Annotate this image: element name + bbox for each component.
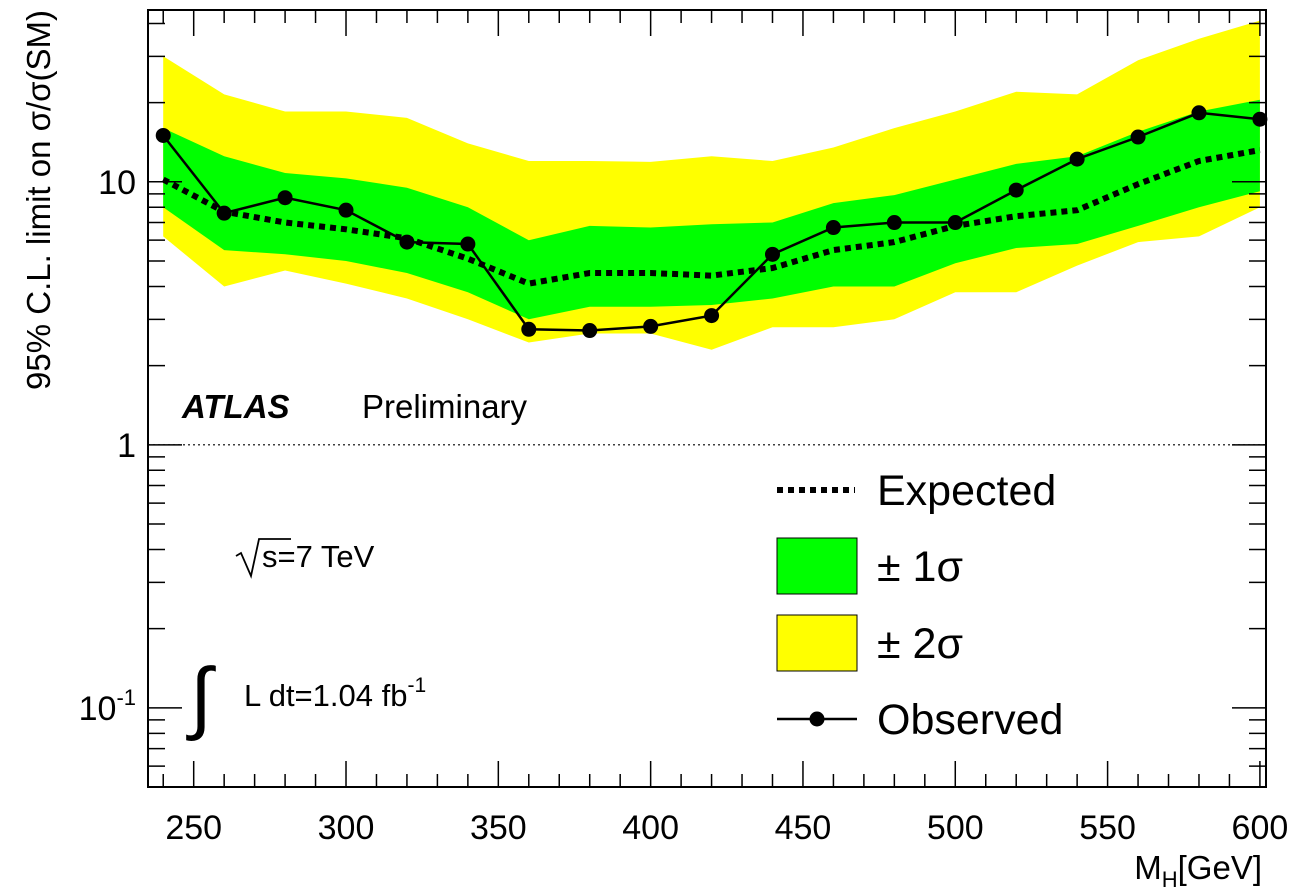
atlas-text: ATLAS bbox=[181, 388, 290, 425]
observed-point bbox=[155, 127, 171, 143]
observed-point bbox=[886, 215, 902, 231]
legend-swatch-band bbox=[776, 614, 858, 672]
observed-point bbox=[764, 246, 780, 262]
legend-label: Observed bbox=[877, 696, 1063, 744]
luminosity-exponent: -1 bbox=[407, 674, 426, 697]
y-axis-label: 95% C.L. limit on σ/σ(SM) bbox=[20, 10, 57, 390]
x-axis-label-subscript: H bbox=[1162, 867, 1178, 891]
observed-point bbox=[1008, 182, 1024, 198]
observed-point bbox=[643, 318, 659, 334]
energy-annotation: s=7 TeV bbox=[235, 538, 375, 579]
luminosity-annotation: ∫ L dt=1.04 fb-1 bbox=[185, 652, 426, 741]
y-tick-label-base: 1 bbox=[117, 427, 136, 465]
luminosity-main: L dt=1.04 fb bbox=[244, 678, 407, 713]
legend-entry-observed: Observed bbox=[777, 696, 1063, 744]
observed-point bbox=[338, 202, 354, 218]
legend-label: Expected bbox=[877, 467, 1056, 515]
band-one-sigma bbox=[163, 99, 1260, 320]
y-tick-label: 10 bbox=[98, 164, 136, 202]
preliminary-text: Preliminary bbox=[362, 388, 528, 425]
integral-icon: ∫ bbox=[185, 652, 216, 741]
sqrt-icon bbox=[235, 538, 291, 579]
bands-layer bbox=[163, 20, 1260, 350]
observed-point bbox=[582, 323, 598, 339]
x-axis-label: MH[GeV] bbox=[1134, 849, 1262, 891]
x-tick-label: 350 bbox=[470, 809, 527, 847]
observed-point bbox=[460, 236, 476, 252]
observed-point bbox=[947, 215, 963, 231]
observed-point bbox=[521, 321, 537, 337]
energy-text: s=7 TeV bbox=[262, 539, 375, 574]
atlas-label: ATLAS Preliminary bbox=[181, 388, 528, 425]
luminosity-text: L dt=1.04 fb-1 bbox=[244, 674, 426, 713]
legend-label: ± 2σ bbox=[877, 620, 963, 668]
x-tick-label: 250 bbox=[165, 809, 222, 847]
x-tick-label: 400 bbox=[622, 809, 679, 847]
ticks-layer bbox=[148, 10, 1266, 788]
expected-line bbox=[161, 147, 1261, 287]
observed-point bbox=[277, 190, 293, 206]
legend-swatch-marker bbox=[809, 711, 825, 727]
x-tick-label: 500 bbox=[927, 809, 984, 847]
y-tick-label: 10-1 bbox=[79, 685, 136, 728]
y-tick-label: 1 bbox=[117, 427, 136, 465]
y-tick-label-base: 10 bbox=[98, 164, 136, 202]
observed-point bbox=[704, 308, 720, 324]
legend-entry-1: ± 1σ bbox=[776, 537, 963, 595]
lines-layer bbox=[155, 105, 1268, 339]
x-tick-label: 600 bbox=[1232, 809, 1289, 847]
x-axis-label-main: M bbox=[1134, 849, 1162, 886]
x-tick-label: 550 bbox=[1079, 809, 1136, 847]
legend-swatch-band bbox=[776, 537, 858, 595]
x-tick-label: 300 bbox=[318, 809, 375, 847]
legend: Expected ± 1σ ± 2σ Observed bbox=[776, 467, 1063, 744]
legend-label: ± 1σ bbox=[877, 543, 963, 591]
observed-point bbox=[1252, 111, 1268, 127]
legend-entry-2: ± 2σ bbox=[776, 614, 963, 672]
y-tick-label-base: 10 bbox=[79, 690, 117, 728]
x-axis-label-unit: [GeV] bbox=[1178, 849, 1262, 886]
observed-point bbox=[1191, 105, 1207, 121]
y-tick-label-exponent: -1 bbox=[116, 685, 136, 710]
observed-point bbox=[825, 220, 841, 236]
frame-layer bbox=[147, 9, 1267, 788]
observed-point bbox=[1130, 129, 1146, 145]
legend-entry-expected: Expected bbox=[777, 467, 1056, 515]
plot-frame bbox=[147, 9, 1267, 788]
x-tick-label: 450 bbox=[775, 809, 832, 847]
observed-point bbox=[1069, 151, 1085, 167]
